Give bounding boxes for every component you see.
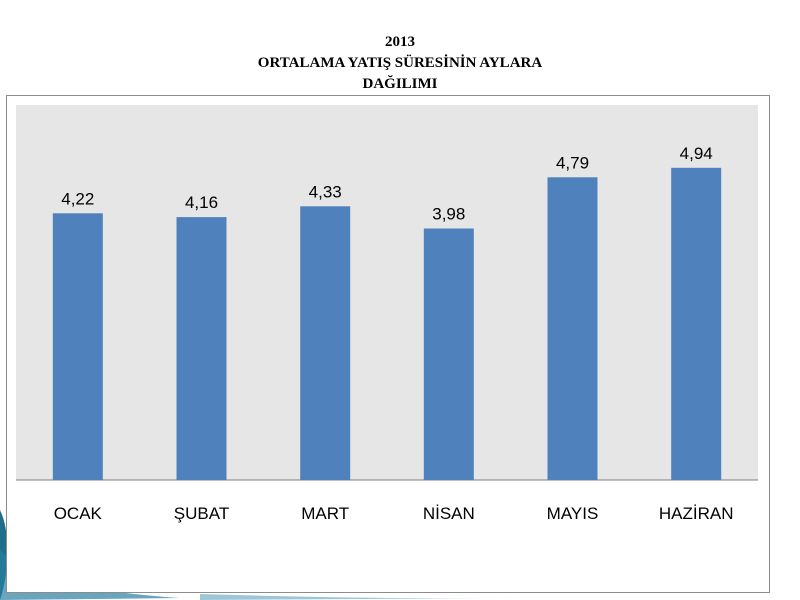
category-label-0: OCAK [54, 504, 103, 523]
bar-0 [52, 213, 103, 481]
category-label-1: ŞUBAT [174, 504, 229, 523]
chart-title-line2: ORTALAMA YATIŞ SÜRESİNİN AYLARA [257, 55, 543, 71]
bar-1 [176, 217, 227, 480]
bar-2 [300, 206, 351, 481]
category-label-3: NİSAN [423, 504, 475, 523]
value-label-0: 4,22 [61, 189, 94, 208]
category-label-5: HAZİRAN [659, 504, 734, 523]
category-label-2: MART [301, 504, 349, 523]
value-label-2: 4,33 [309, 182, 342, 201]
bar-5 [671, 167, 722, 481]
plot-area [16, 105, 758, 480]
chart-title-year: 2013 [385, 34, 415, 50]
value-label-1: 4,16 [185, 193, 218, 212]
value-label-3: 3,98 [432, 205, 465, 224]
value-label-4: 4,79 [556, 153, 589, 172]
category-label-4: MAYIS [547, 504, 599, 523]
chart-title-line3: DAĞILIMI [362, 76, 438, 92]
value-label-5: 4,94 [680, 144, 713, 163]
bar-3 [423, 228, 474, 480]
chart-title: 2013 ORTALAMA YATIŞ SÜRESİNİN AYLARA DAĞ… [0, 32, 800, 95]
bar-4 [547, 177, 598, 481]
